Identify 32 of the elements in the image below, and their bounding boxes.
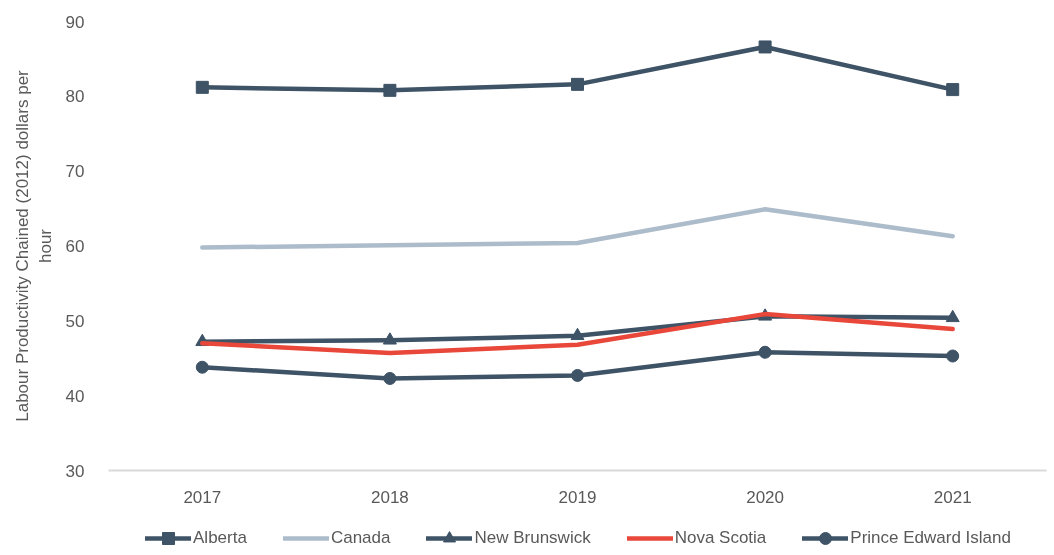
y-tick-label: 30 <box>65 461 85 481</box>
point <box>383 371 397 385</box>
point <box>195 80 209 94</box>
point <box>195 360 209 374</box>
y-axis-title: Labour Productivity Chained (2012) dollars per hour <box>12 69 55 422</box>
x-tick-label: 2021 <box>933 487 972 507</box>
point <box>945 309 960 323</box>
y-tick-label: 90 <box>65 12 85 32</box>
point <box>758 345 772 359</box>
legend-label: Canada <box>330 527 391 549</box>
y-tick-label: 70 <box>65 162 85 182</box>
y-tick-label: 60 <box>65 237 85 256</box>
x-tick-label: 2018 <box>370 487 409 507</box>
x-tick-label: 2017 <box>183 487 222 507</box>
y-tick-label: 50 <box>65 311 85 331</box>
legend-label: Nova Scotia <box>674 527 767 549</box>
legend-label: Alberta <box>193 527 247 549</box>
y-tick-label: 80 <box>65 87 85 107</box>
legend-label: Prince Edward Island <box>850 527 1011 549</box>
x-tick-label: 2020 <box>746 487 785 507</box>
point <box>382 332 397 345</box>
point <box>571 77 584 91</box>
y-tick-label: 40 <box>65 386 85 406</box>
legend-label: New Brunswick <box>474 527 591 549</box>
point <box>571 368 584 382</box>
line-series <box>200 207 955 250</box>
point <box>946 349 960 363</box>
point <box>758 40 772 54</box>
point <box>946 83 960 97</box>
point <box>383 83 397 97</box>
x-tick-label: 2019 <box>558 487 597 507</box>
point <box>570 327 585 341</box>
